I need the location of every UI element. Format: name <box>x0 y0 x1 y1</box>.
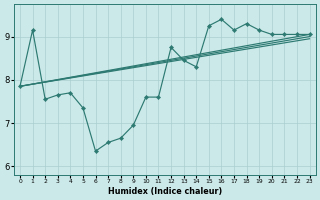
X-axis label: Humidex (Indice chaleur): Humidex (Indice chaleur) <box>108 187 222 196</box>
